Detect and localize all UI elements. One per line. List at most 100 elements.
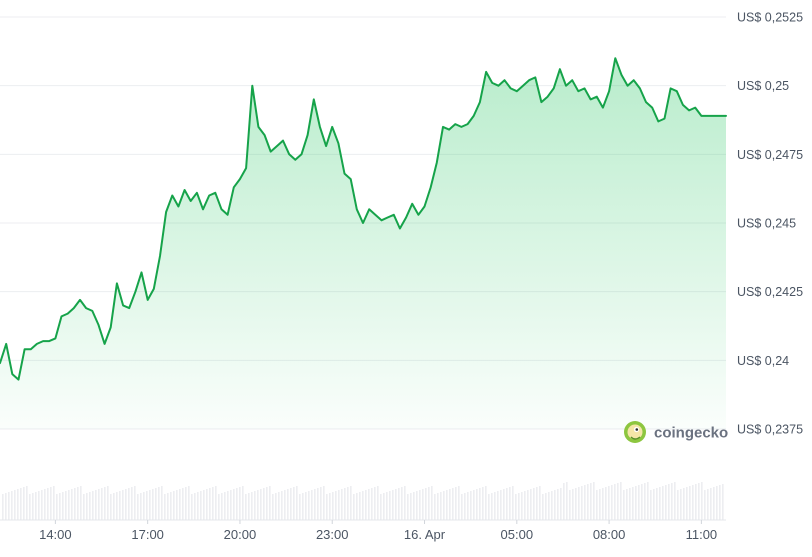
volume-bar [395,489,397,520]
volume-bar [179,489,181,520]
volume-bar [566,482,568,520]
volume-bar [563,483,565,520]
volume-bar [311,490,313,520]
volume-bar [305,492,307,520]
volume-bar [509,487,511,520]
volume-bar [164,494,166,520]
volume-bar [392,490,394,520]
volume-bar [620,482,622,520]
volume-bar [11,491,13,520]
volume-bar [230,490,232,520]
x-tick-label: 16. Apr [404,527,446,542]
volume-bar [677,490,679,520]
volume-bar [503,489,505,520]
volume-bar [476,489,478,520]
volume-bar [119,491,121,520]
volume-bar [299,494,301,520]
x-tick-label: 11:00 [686,527,718,542]
volume-bar [644,483,646,520]
volume-bar [188,486,190,520]
volume-bar [674,482,676,520]
volume-bar [452,488,454,520]
volume-bar [635,486,637,520]
volume-bar [92,491,94,520]
volume-bar [86,493,88,520]
volume-bar [2,494,4,520]
volume-bar [8,492,10,520]
volume-bar [551,491,553,520]
volume-bar [458,486,460,520]
volume-bar [341,489,343,520]
volume-bar [359,492,361,520]
y-tick-label: US$ 0,2475 [737,148,803,162]
volume-bar [182,488,184,520]
volume-bar [176,490,178,520]
volume-bar [95,490,97,520]
volume-bar [626,489,628,520]
x-tick-label: 20:00 [224,527,257,542]
volume-bar [515,494,517,520]
price-line[interactable] [0,57,727,381]
volume-bar [485,486,487,520]
volume-bar [281,491,283,520]
volume-bar [443,491,445,520]
volume-bar [584,485,586,520]
x-axis-labels: 14:00 17:00 20:00 23:00 16. Apr 05:00 08:00 11:… [39,520,717,542]
volume-bar [494,492,496,520]
volume-bar [473,490,475,520]
x-tick-label: 05:00 [501,527,534,542]
volume-bar [140,493,142,520]
volume-bar [236,488,238,520]
volume-bar [290,488,292,520]
volume-bar [245,494,247,520]
volume-bar [371,488,373,520]
volume-bar [389,491,391,520]
y-tick-label: US$ 0,2425 [737,285,803,299]
volume-bar [128,488,130,520]
volume-bar [578,487,580,520]
volume-bar [218,494,220,520]
volume-bar [557,489,559,520]
volume-bar [419,490,421,520]
volume-bar [464,493,466,520]
volume-bar [185,487,187,520]
volume-bar [347,487,349,520]
volume-bar [536,487,538,520]
volume-bar [155,488,157,520]
volume-bar [170,492,172,520]
volume-bar [266,487,268,520]
volume-bar [206,489,208,520]
volume-bar [611,485,613,520]
volume-bar [719,485,721,520]
volume-bar [5,493,7,520]
volume-bar [104,487,106,520]
volume-bar [293,487,295,520]
volume-bar [161,486,163,520]
x-tick-label: 14:00 [39,527,72,542]
volume-bar [26,486,28,520]
volume-bar [83,494,85,520]
volume-bar [713,487,715,520]
y-axis-labels: US$ 0,2525 US$ 0,25 US$ 0,2475 US$ 0,245 US$… [737,11,803,437]
volume-bar [122,490,124,520]
volume-bar [317,488,319,520]
volume-bar [74,488,76,520]
volume-bar [467,492,469,520]
volume-bar [554,490,556,520]
volume-bar [383,493,385,520]
volume-bar [695,484,697,520]
volume-bar [482,487,484,520]
volume-bar [320,487,322,520]
volume-bar [449,489,451,520]
volume-bar [488,494,490,520]
volume-bars [0,482,726,521]
volume-bar [335,491,337,520]
volume-bar [539,486,541,520]
volume-bar [275,493,277,520]
volume-bar [149,490,151,520]
volume-bar [680,489,682,520]
volume-bar [158,487,160,520]
volume-bar [698,483,700,520]
